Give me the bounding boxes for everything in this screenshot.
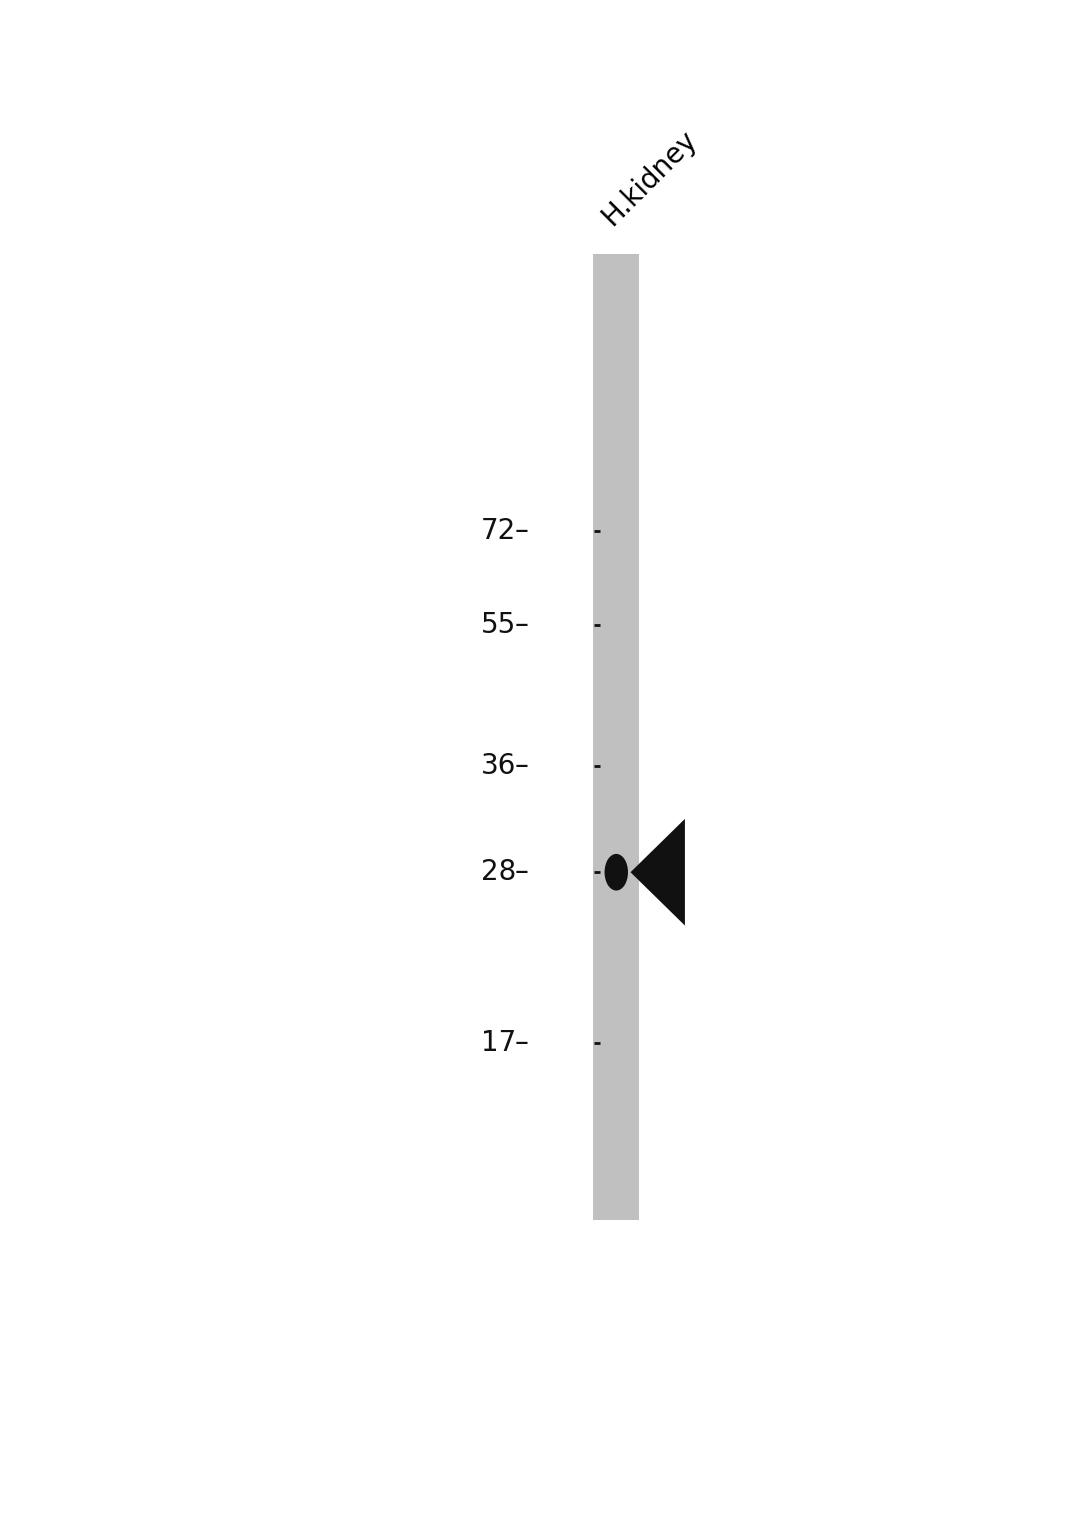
Text: –: – — [515, 517, 528, 544]
Text: 17: 17 — [481, 1029, 516, 1057]
Text: 36: 36 — [481, 752, 516, 780]
Text: –: – — [515, 752, 528, 780]
Text: –: – — [515, 1029, 528, 1057]
Polygon shape — [631, 820, 685, 925]
Text: –: – — [515, 612, 528, 639]
Text: –: – — [515, 858, 528, 887]
Text: 72: 72 — [481, 517, 516, 544]
Text: 55: 55 — [481, 612, 516, 639]
Text: H.kidney: H.kidney — [596, 125, 702, 231]
Ellipse shape — [605, 853, 627, 890]
Text: 28: 28 — [481, 858, 516, 887]
Bar — [593, 254, 639, 1220]
